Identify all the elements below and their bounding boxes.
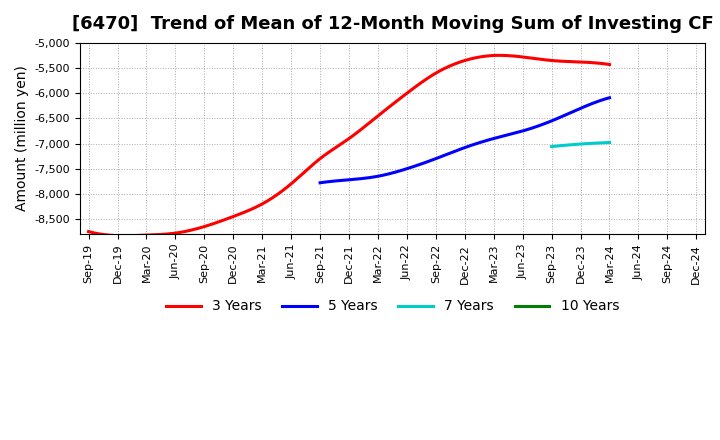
3 Years (395, 97, 403, 102)
3 Years (495, 53, 504, 58)
Line: 3 Years: 3 Years (89, 55, 610, 236)
3 Years (121, 233, 130, 238)
Line: 5 Years: 5 Years (320, 98, 610, 183)
Legend: 3 Years, 5 Years, 7 Years, 10 Years: 3 Years, 5 Years, 7 Years, 10 Years (161, 294, 625, 319)
7 Years (547, 144, 556, 149)
5 Years (606, 95, 614, 100)
Title: [6470]  Trend of Mean of 12-Month Moving Sum of Investing CF: [6470] Trend of Mean of 12-Month Moving … (71, 15, 714, 33)
5 Years (559, 113, 568, 118)
5 Years (316, 180, 325, 185)
3 Years (560, 59, 569, 64)
5 Years (578, 105, 587, 110)
5 Years (487, 136, 496, 142)
5 Years (493, 135, 502, 140)
3 Years (84, 229, 93, 234)
3 Years (606, 62, 614, 67)
7 Years (582, 141, 591, 146)
7 Years (600, 140, 608, 145)
Y-axis label: Amount (million yen): Amount (million yen) (15, 66, 29, 212)
7 Years (582, 141, 590, 147)
3 Years (405, 89, 413, 94)
5 Years (317, 180, 325, 185)
7 Years (547, 144, 556, 149)
5 Years (488, 136, 497, 142)
7 Years (606, 140, 614, 145)
7 Years (596, 140, 605, 146)
3 Years (527, 55, 536, 61)
3 Years (396, 95, 405, 101)
3 Years (86, 229, 94, 235)
7 Years (582, 141, 590, 147)
Line: 7 Years: 7 Years (552, 143, 610, 147)
